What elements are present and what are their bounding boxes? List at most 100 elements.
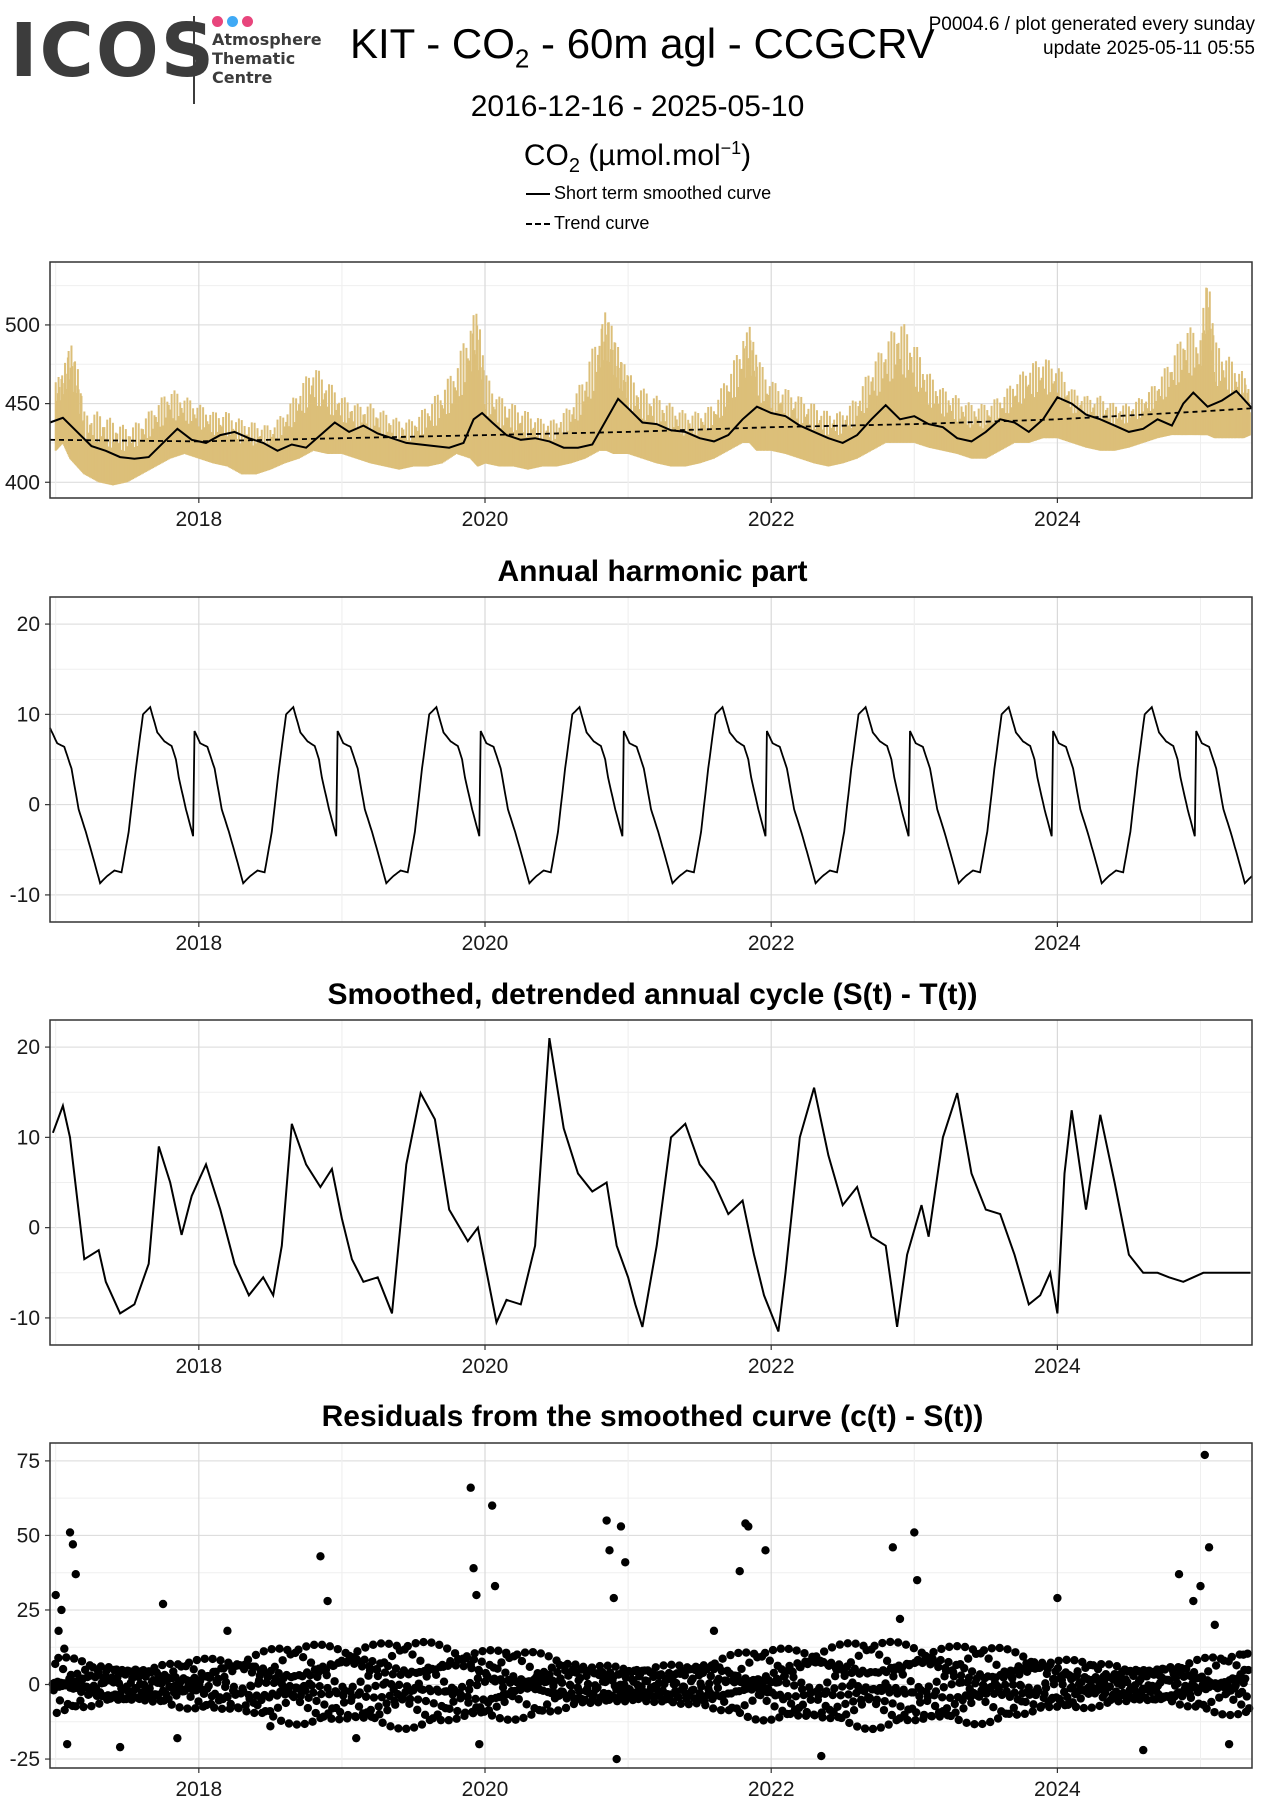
residual-point — [445, 1704, 454, 1713]
residual-point — [368, 1656, 377, 1666]
residual-point — [549, 1677, 559, 1686]
residual-point — [767, 1715, 776, 1724]
residual-point — [919, 1710, 929, 1720]
residual-point — [896, 1702, 905, 1711]
y-tick-label: 25 — [17, 1599, 40, 1622]
residual-point — [544, 1652, 553, 1661]
residual-point — [944, 1657, 953, 1667]
residual-point — [563, 1659, 572, 1669]
residual-point — [878, 1638, 887, 1648]
residual-point — [65, 1528, 75, 1537]
residual-point — [316, 1552, 325, 1561]
y-tick-label: 400 — [5, 471, 40, 494]
update-timestamp: update 2025-05-11 05:55 — [1043, 38, 1255, 59]
residual-point — [377, 1692, 387, 1702]
residual-point — [790, 1681, 799, 1690]
residual-point — [1183, 1702, 1192, 1711]
residual-point — [1030, 1658, 1039, 1667]
residual-point — [294, 1645, 303, 1654]
legend-label: Trend curve — [554, 213, 650, 233]
residual-point — [115, 1742, 125, 1752]
residual-point — [355, 1688, 365, 1697]
residual-point — [872, 1695, 882, 1704]
y-tick-label: 10 — [17, 1126, 40, 1149]
residual-point — [472, 1680, 482, 1690]
residual-point — [674, 1693, 683, 1702]
x-tick-label: 2020 — [462, 1355, 509, 1378]
residual-point — [950, 1699, 959, 1709]
residual-point — [802, 1707, 812, 1717]
residual-point — [642, 1676, 652, 1686]
residual-point — [94, 1668, 103, 1678]
residual-point — [413, 1695, 423, 1704]
residual-point — [774, 1677, 783, 1687]
residual-point — [58, 1664, 68, 1674]
residual-point — [605, 1546, 614, 1555]
residual-point — [1237, 1700, 1246, 1709]
residual-point — [391, 1664, 401, 1673]
residual-point — [1021, 1697, 1030, 1707]
residual-point — [216, 1656, 225, 1665]
residual-point — [722, 1676, 731, 1686]
residual-point — [498, 1683, 508, 1692]
residual-point — [963, 1654, 973, 1663]
residual-point — [298, 1652, 308, 1662]
harmonic-curve — [49, 705, 1253, 886]
residual-point — [289, 1692, 298, 1702]
residual-point — [688, 1674, 697, 1683]
residual-point — [1139, 1745, 1148, 1755]
residual-point — [383, 1705, 392, 1715]
residual-point — [992, 1660, 1001, 1670]
residual-point — [347, 1692, 357, 1702]
x-tick-label: 2024 — [1034, 508, 1081, 531]
residual-point — [1053, 1663, 1063, 1673]
residual-point — [762, 1696, 771, 1706]
residual-point — [514, 1695, 523, 1704]
residual-point — [76, 1696, 85, 1705]
residual-point — [1241, 1674, 1250, 1683]
residual-point — [371, 1681, 380, 1691]
residual-point — [175, 1703, 184, 1712]
residual-point — [684, 1699, 693, 1709]
title-part: - 60m agl - CCGCRV — [529, 20, 935, 67]
y-tick-label: 20 — [17, 613, 40, 636]
unit-part: CO — [523, 139, 569, 172]
legend-solid-line — [526, 193, 550, 196]
residual-point — [519, 1713, 528, 1723]
residual-point — [888, 1543, 898, 1552]
residual-point — [250, 1708, 259, 1718]
residual-point — [857, 1700, 867, 1709]
residual-point — [361, 1643, 370, 1652]
residual-point — [1062, 1655, 1071, 1665]
residual-point — [435, 1640, 444, 1650]
residual-point — [901, 1689, 910, 1698]
residual-point — [380, 1668, 390, 1677]
residual-point — [87, 1701, 96, 1711]
residual-point — [930, 1701, 940, 1711]
residual-point — [827, 1658, 836, 1667]
residual-point — [901, 1640, 911, 1649]
residual-point — [911, 1715, 920, 1725]
residual-point — [158, 1599, 168, 1609]
x-tick-label: 2018 — [175, 1355, 222, 1378]
residual-point — [949, 1672, 959, 1681]
x-tick-label: 2020 — [462, 1778, 509, 1800]
residual-point — [819, 1647, 829, 1656]
residual-point — [1211, 1661, 1221, 1670]
residual-point — [870, 1641, 879, 1651]
residual-point — [621, 1558, 630, 1567]
residual-point — [1114, 1697, 1123, 1706]
x-tick-label: 2022 — [748, 1355, 795, 1378]
residual-point — [1207, 1697, 1216, 1707]
residual-point — [278, 1656, 287, 1665]
residual-point — [361, 1692, 371, 1701]
y-tick-label: 50 — [17, 1524, 40, 1547]
legend-item-smoothed: Short term smoothed curve — [526, 183, 771, 204]
residual-point — [343, 1710, 353, 1720]
residual-point — [309, 1688, 318, 1697]
residual-point — [477, 1657, 486, 1666]
residual-point — [924, 1682, 934, 1691]
y-tick-label: 20 — [17, 1036, 40, 1059]
residual-point — [204, 1681, 213, 1691]
residual-point — [302, 1642, 311, 1651]
